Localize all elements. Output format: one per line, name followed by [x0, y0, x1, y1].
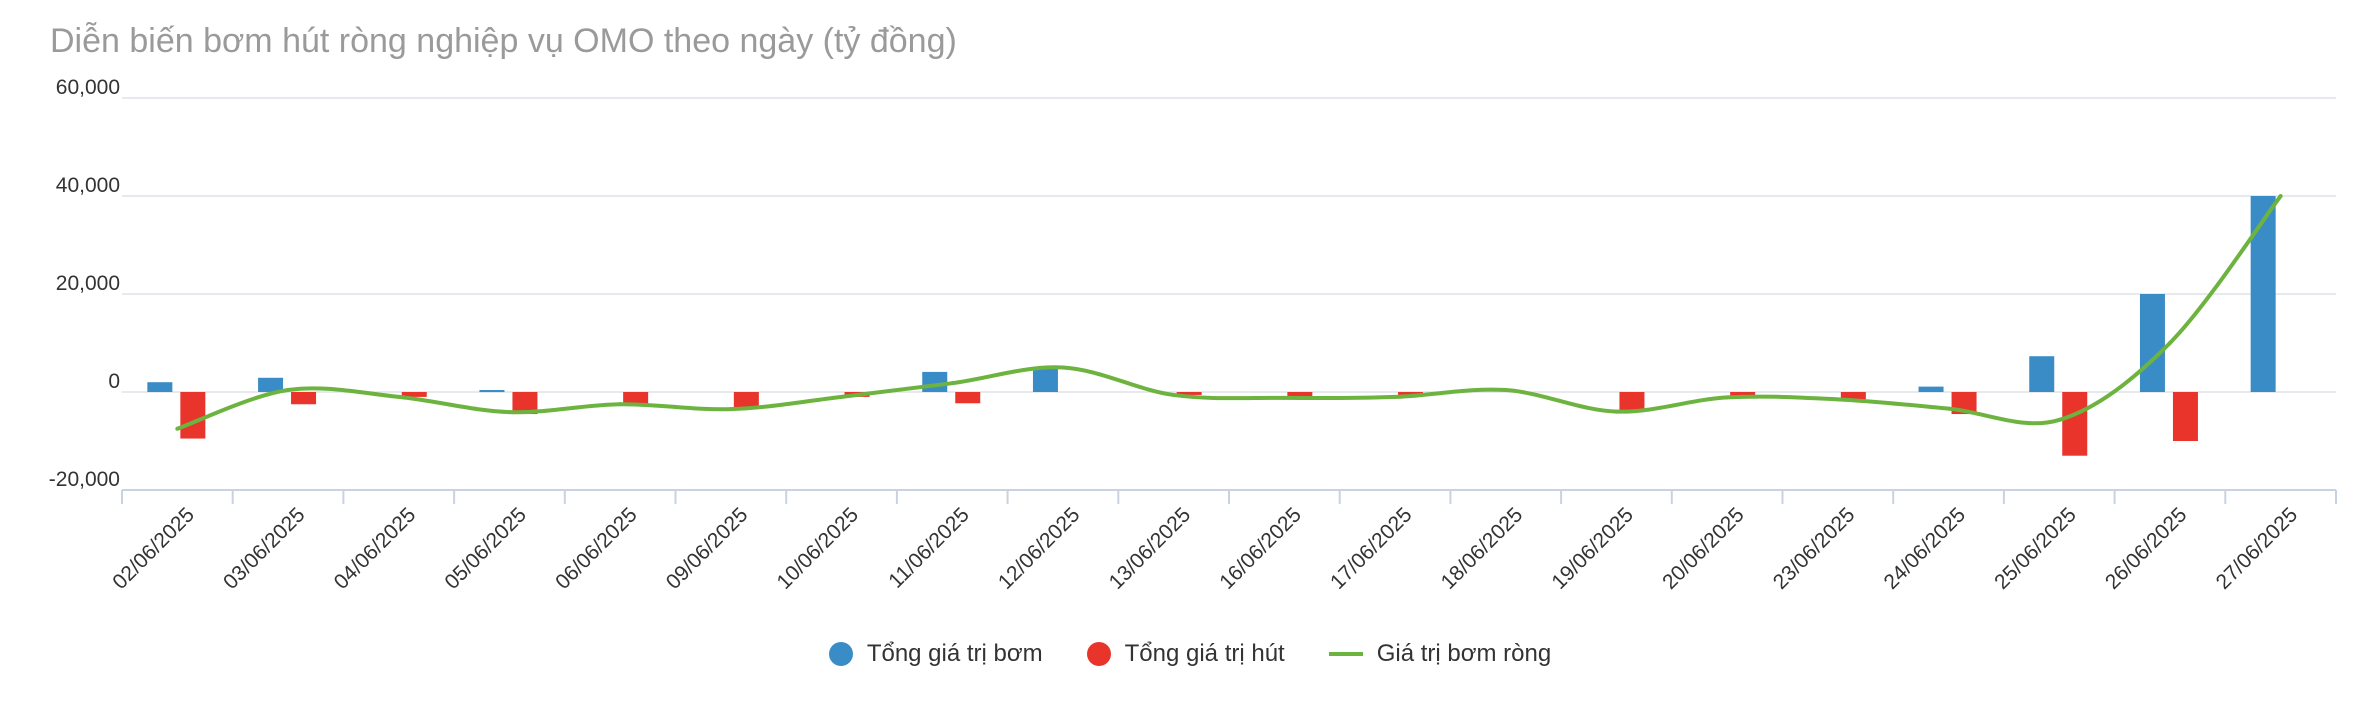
bar-absorb	[955, 392, 981, 404]
bar-absorb	[291, 392, 317, 405]
x-tick-label: 19/06/2025	[1547, 503, 1638, 594]
x-tick-label: 24/06/2025	[1879, 503, 1970, 594]
net-point	[286, 388, 291, 393]
net-point	[1393, 394, 1398, 399]
net-point	[950, 381, 955, 386]
x-tick-label: 20/06/2025	[1658, 503, 1749, 594]
net-point	[728, 407, 733, 412]
x-tick-label: 02/06/2025	[108, 503, 199, 594]
bar-pump	[2250, 196, 2276, 392]
bar-absorb	[1619, 392, 1645, 412]
x-tick-label: 23/06/2025	[1769, 503, 1860, 594]
y-tick-label: 20,000	[56, 272, 120, 295]
net-point	[1282, 395, 1287, 400]
x-tick-label: 11/06/2025	[884, 503, 973, 592]
y-tick-label: 40,000	[56, 174, 120, 197]
chart-title: Diễn biến bơm hút ròng nghiệp vụ OMO the…	[50, 22, 957, 60]
bar-absorb	[1287, 392, 1313, 398]
x-tick-label: 10/06/2025	[772, 503, 863, 594]
legend-item-pump[interactable]: Tổng giá trị bơm	[828, 640, 1043, 668]
legend-absorb-marker	[1086, 642, 1111, 666]
legend-item-net[interactable]: Giá trị bơm ròng	[1328, 640, 1552, 668]
y-tick-label: -20,000	[49, 468, 120, 491]
bar-absorb	[401, 392, 427, 397]
net-point	[1725, 395, 1730, 400]
net-point	[1946, 406, 1951, 411]
bar-pump	[147, 382, 173, 392]
bar-absorb	[623, 392, 649, 405]
y-tick-label: 60,000	[56, 76, 120, 99]
x-tick-label: 17/06/2025	[1326, 503, 1417, 594]
net-point	[1835, 397, 1840, 402]
net-point	[2278, 194, 2283, 198]
net-point	[1614, 409, 1619, 414]
x-tick-label: 04/06/2025	[330, 503, 421, 594]
x-tick-label: 12/06/2025	[994, 503, 1085, 594]
x-tick-label: 26/06/2025	[2101, 503, 2192, 594]
bar-pump	[1918, 386, 1944, 392]
bar-absorb	[2172, 392, 2198, 441]
legend-pump-label: Tổng giá trị bơm	[866, 640, 1043, 667]
net-point	[1503, 388, 1508, 393]
legend: Tổng giá trị bơm Tổng giá trị hút Giá tr…	[0, 640, 2380, 668]
bar-absorb	[1176, 392, 1202, 395]
net-point	[2167, 341, 2172, 345]
x-tick-label: 09/06/2025	[662, 503, 753, 594]
bar-pump	[479, 390, 505, 393]
net-point	[1060, 365, 1065, 370]
x-tick-label: 25/06/2025	[1990, 503, 2081, 594]
net-point	[396, 394, 401, 399]
bar-absorb	[1840, 392, 1866, 400]
legend-net-marker	[1328, 652, 1363, 656]
bar-absorb	[733, 392, 759, 410]
x-tick-label: 13/06/2025	[1105, 503, 1196, 594]
bar-pump	[1032, 367, 1058, 392]
bar-absorb	[180, 392, 206, 439]
legend-pump-marker	[828, 642, 853, 666]
bar-pump	[258, 377, 284, 392]
bar-pump	[2029, 356, 2055, 392]
x-tick-label: 27/06/2025	[2212, 503, 2303, 594]
net-point	[1171, 392, 1176, 397]
bar-pump	[922, 371, 948, 392]
bar-pump	[2139, 294, 2165, 392]
net-point	[175, 426, 180, 431]
bar-absorb	[1730, 392, 1756, 398]
net-point	[507, 410, 512, 415]
net-point	[618, 402, 623, 407]
y-tick-label: 0	[108, 370, 120, 393]
x-tick-label: 06/06/2025	[551, 503, 642, 594]
bar-absorb	[2062, 392, 2088, 456]
x-tick-label: 03/06/2025	[219, 503, 310, 594]
net-point	[839, 394, 844, 399]
x-tick-label: 18/06/2025	[1437, 503, 1528, 594]
legend-net-label: Giá trị bơm ròng	[1376, 640, 1552, 667]
legend-absorb-label: Tổng giá trị hút	[1124, 640, 1285, 667]
bar-absorb	[512, 392, 538, 415]
net-point	[2057, 417, 2062, 422]
x-tick-label: 16/06/2025	[1215, 503, 1306, 594]
legend-item-absorb[interactable]: Tổng giá trị hút	[1086, 640, 1285, 668]
x-tick-label: 05/06/2025	[440, 503, 531, 594]
